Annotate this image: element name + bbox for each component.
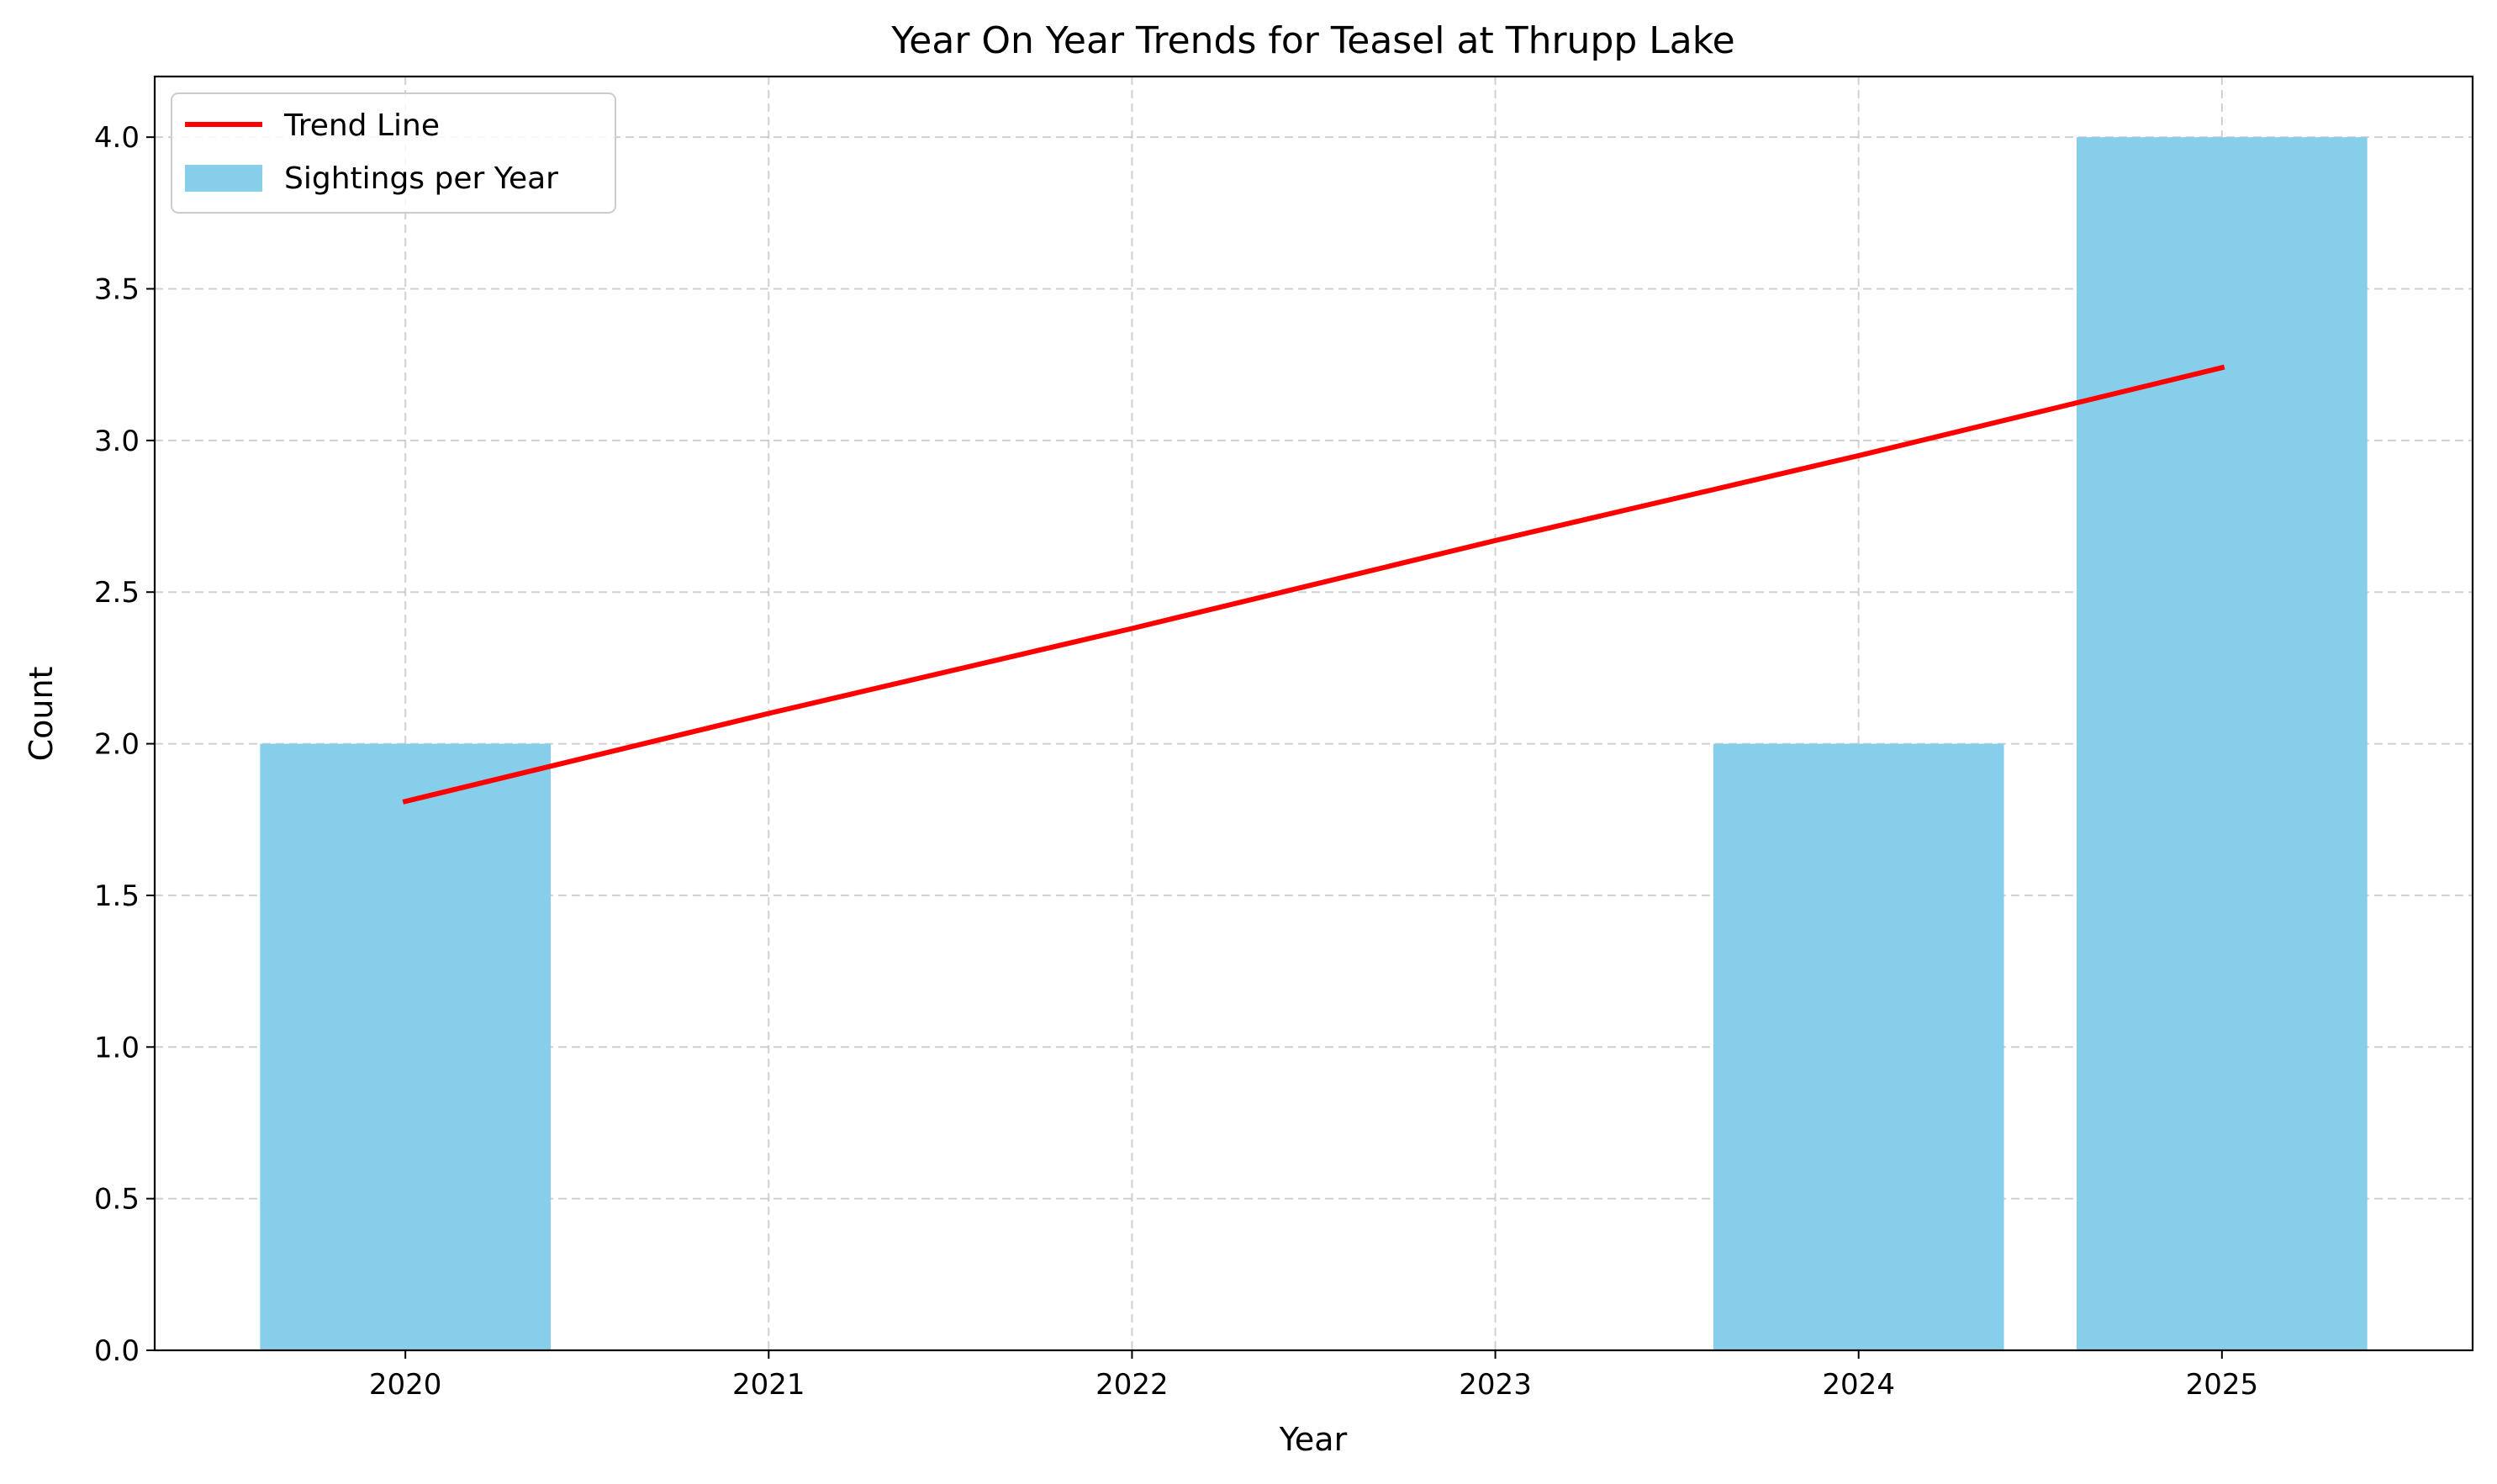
- y-tick-label: 4.0: [94, 121, 140, 155]
- y-tick-label: 3.5: [94, 273, 140, 307]
- legend-box: [171, 92, 616, 214]
- y-axis: 0.0 0.5 1.0 1.5 2.0 2.5 3.0 3.5 4.0: [94, 121, 155, 1368]
- bar-2020: [260, 743, 552, 1350]
- bars: [260, 137, 2368, 1351]
- y-axis-label: Count: [23, 667, 60, 762]
- legend-sightings-label: Sightings per Year: [284, 161, 558, 196]
- x-tick-label: 2024: [1822, 1368, 1895, 1402]
- y-tick-label: 3.0: [94, 425, 140, 458]
- trend-line-group: [402, 364, 2225, 805]
- x-axis-label: Year: [1279, 1421, 1348, 1458]
- y-tick-label: 2.5: [94, 576, 140, 610]
- x-axis: 2020 2021 2022 2023 2024 2025: [369, 1350, 2258, 1402]
- y-tick-label: 1.5: [94, 879, 140, 913]
- y-tick-label: 1.0: [94, 1031, 140, 1064]
- y-tick-label: 0.5: [94, 1183, 140, 1217]
- x-tick-label: 2025: [2186, 1368, 2259, 1402]
- legend-trend-line-label: Trend Line: [283, 108, 440, 143]
- bar-2025: [2076, 137, 2368, 1351]
- x-tick-label: 2020: [369, 1368, 442, 1402]
- plot-frame: [153, 75, 2474, 1352]
- trend-line: [402, 364, 2225, 805]
- chart-title: Year On Year Trends for Teasel at Thrupp…: [890, 19, 1735, 62]
- bar-2024: [1713, 743, 2004, 1350]
- x-tick-label: 2023: [1459, 1368, 1532, 1402]
- y-tick-label: 2.0: [94, 728, 140, 762]
- legend-sightings-swatch: [185, 165, 262, 192]
- x-tick-label: 2021: [732, 1368, 805, 1402]
- x-tick-label: 2022: [1095, 1368, 1169, 1402]
- y-tick-label: 0.0: [94, 1334, 140, 1368]
- legend: Trend Line Sightings per Year: [171, 92, 616, 214]
